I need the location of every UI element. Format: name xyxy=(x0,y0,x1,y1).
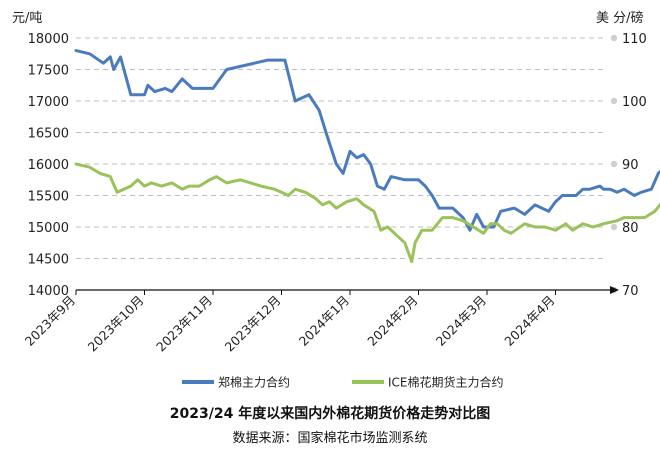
left-tick-14500: 14500 xyxy=(28,253,69,268)
x-tick-label-4: 2024年1月 xyxy=(296,293,352,349)
right-tick-80: 80 xyxy=(622,221,639,236)
legend-label-zce: 郑棉主力合约 xyxy=(218,375,290,390)
right-tick-dot-90 xyxy=(610,160,618,168)
right-tick-100: 100 xyxy=(622,95,647,110)
x-tick-label-5: 2024年2月 xyxy=(364,293,420,349)
x-tick-label-0: 2023年9月 xyxy=(22,293,78,349)
right-tick-70: 70 xyxy=(622,284,639,299)
right-tick-dot-80 xyxy=(610,223,618,231)
right-axis-ticks: 70 80 90 100 110 xyxy=(610,32,647,299)
x-tick-label-7: 2024年4月 xyxy=(501,293,557,349)
x-tick-label-6: 2024年3月 xyxy=(433,293,489,349)
legend-label-ice: ICE棉花期货主力合约 xyxy=(388,375,504,390)
right-tick-90: 90 xyxy=(622,158,639,173)
left-tick-15000: 15000 xyxy=(28,221,69,236)
left-axis-unit: 元/吨 xyxy=(12,11,42,26)
left-tick-15500: 15500 xyxy=(28,190,69,205)
x-axis-arrow xyxy=(610,286,619,294)
left-tick-16000: 16000 xyxy=(28,158,69,173)
left-tick-17000: 17000 xyxy=(28,95,69,110)
series-line-zce xyxy=(74,49,660,232)
left-axis-ticks: 14000 14500 15000 15500 16000 16500 17000 17500… xyxy=(28,32,69,299)
data-source: 数据来源：国家棉花市场监测系统 xyxy=(232,430,427,446)
left-tick-14000: 14000 xyxy=(28,284,69,299)
right-tick-dot-100 xyxy=(610,97,618,105)
series-lines xyxy=(74,49,660,264)
right-tick-110: 110 xyxy=(622,32,647,47)
right-axis-unit: 美 分/磅 xyxy=(596,10,644,26)
right-tick-dot-110 xyxy=(610,34,618,42)
left-tick-17500: 17500 xyxy=(28,64,69,79)
x-tick-label-3: 2023年12月 xyxy=(222,293,284,355)
x-axis xyxy=(76,286,619,294)
x-tick-label-1: 2023年10月 xyxy=(85,293,147,355)
chart-title: 2023/24 年度以来国内外棉花期货价格走势对比图 xyxy=(170,405,490,422)
legend: 郑棉主力合约 ICE棉花期货主力合约 xyxy=(182,375,504,390)
left-tick-16500: 16500 xyxy=(28,127,69,142)
x-axis-ticks: 2023年9月 2023年10月 2023年11月 2023年12月 2024年1月 20… xyxy=(22,290,558,355)
x-tick-label-2: 2023年11月 xyxy=(153,293,215,355)
series-line-ice xyxy=(74,162,660,264)
left-tick-18000: 18000 xyxy=(28,32,69,47)
